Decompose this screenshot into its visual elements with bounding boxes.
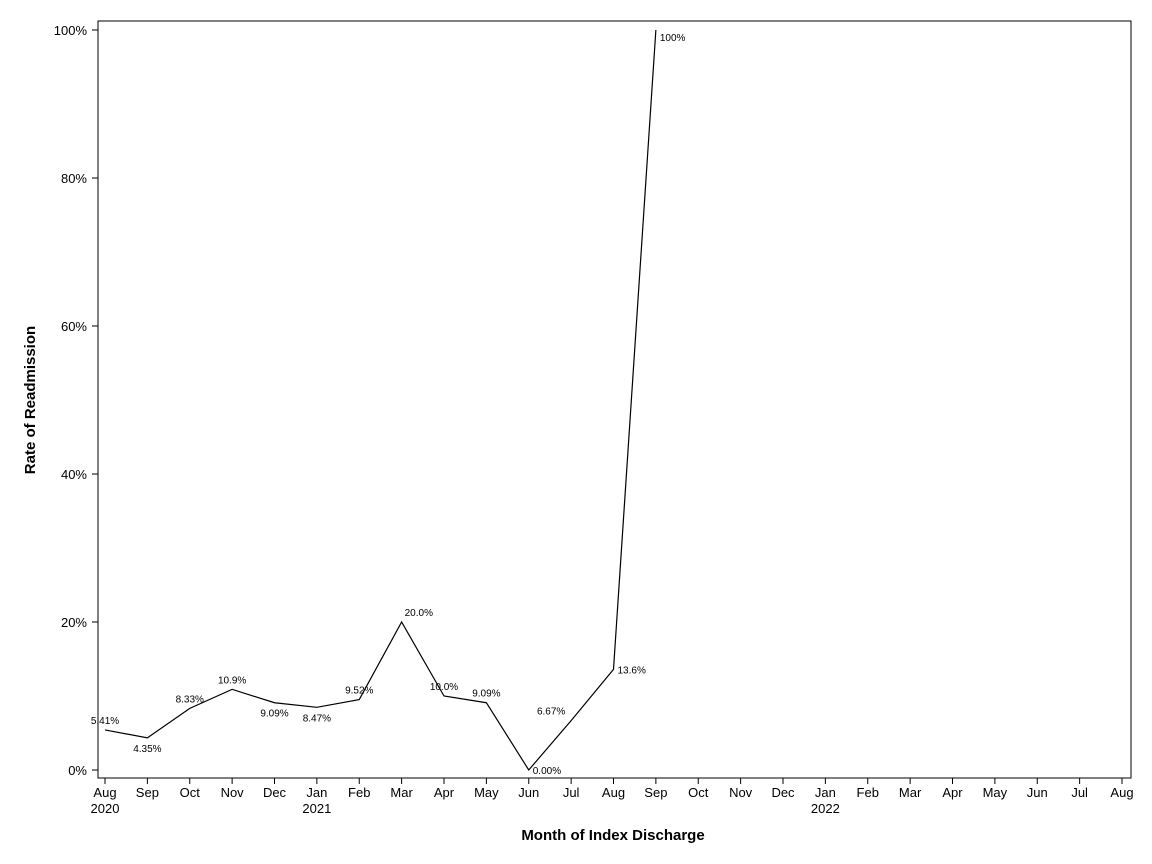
- x-tick-label: Jul: [563, 785, 580, 800]
- x-tick-label: Aug: [602, 785, 625, 800]
- data-label: 9.52%: [345, 686, 373, 697]
- x-tick-label: May: [983, 785, 1008, 800]
- y-tick-label: 20%: [61, 615, 87, 630]
- x-tick-label: Oct: [688, 785, 709, 800]
- data-label: 0.00%: [533, 766, 561, 777]
- x-tick-label: Oct: [180, 785, 201, 800]
- x-tick-label: Dec: [771, 785, 795, 800]
- x-tick-label: Feb: [348, 785, 370, 800]
- x-tick-label: Jan: [815, 785, 836, 800]
- x-tick-label: May: [474, 785, 499, 800]
- data-label: 8.33%: [176, 694, 204, 705]
- data-label: 20.0%: [405, 608, 433, 619]
- x-tick-label: Aug: [93, 785, 116, 800]
- y-tick-label: 100%: [54, 23, 88, 38]
- x-tick-label: Nov: [729, 785, 753, 800]
- y-tick-label: 0%: [68, 763, 87, 778]
- data-label: 9.09%: [472, 689, 500, 700]
- x-tick-label: Jan: [306, 785, 327, 800]
- data-label: 6.67%: [537, 707, 565, 718]
- y-axis-title: Rate of Readmission: [22, 326, 39, 474]
- y-tick-label: 40%: [61, 467, 87, 482]
- x-tick-label: Jun: [1027, 785, 1048, 800]
- x-tick-label: Apr: [434, 785, 455, 800]
- readmission-rate-line: [104, 29, 657, 772]
- data-label: 5.41%: [91, 716, 119, 727]
- x-axis-title: Month of Index Discharge: [521, 827, 704, 844]
- data-label: 13.6%: [618, 665, 646, 676]
- x-tick-label: Mar: [899, 785, 922, 800]
- x-tick-label: Sep: [136, 785, 159, 800]
- x-tick-label: Aug: [1110, 785, 1133, 800]
- series-layer: 5.41% 4.35% 8.33% 10.9% 9.09% 8.47% 9.52% 20.0%…: [91, 29, 686, 777]
- y-axis: 0% 20% 40% 60% 80% 100%: [54, 23, 98, 778]
- x-tick-year-label: 2022: [811, 801, 840, 816]
- x-tick-year-label: 2020: [91, 801, 120, 816]
- x-tick-label: Mar: [390, 785, 413, 800]
- data-label: 4.35%: [133, 744, 161, 755]
- data-label: 9.09%: [260, 709, 288, 720]
- x-tick-label: Sep: [644, 785, 667, 800]
- data-label: 10.9%: [218, 675, 246, 686]
- x-tick-label: Feb: [857, 785, 879, 800]
- y-tick-label: 60%: [61, 319, 87, 334]
- data-label: 10.0%: [430, 682, 458, 693]
- x-tick-label: Apr: [942, 785, 963, 800]
- x-tick-label: Nov: [221, 785, 245, 800]
- x-tick-label: Dec: [263, 785, 287, 800]
- x-tick-label: Jul: [1071, 785, 1088, 800]
- x-tick-year-label: 2021: [302, 801, 331, 816]
- y-tick-label: 80%: [61, 171, 87, 186]
- data-label: 100%: [660, 33, 686, 44]
- data-label: 8.47%: [303, 713, 331, 724]
- plot-frame: [97, 20, 1132, 779]
- x-tick-label: Jun: [518, 785, 539, 800]
